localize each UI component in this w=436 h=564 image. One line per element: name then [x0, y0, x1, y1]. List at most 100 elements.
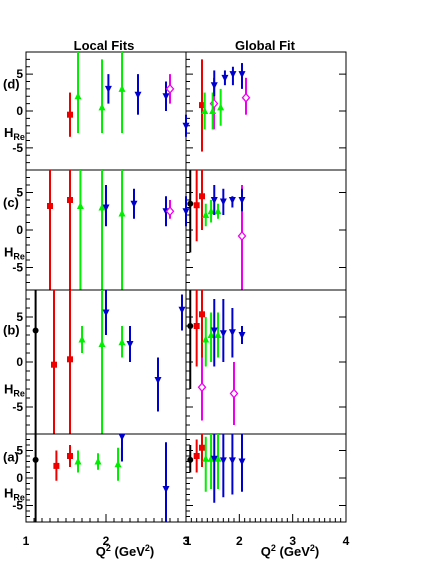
- panel-b: 5 0 -5 (b) HRe: [3, 289, 347, 435]
- y-tick-label: -5: [12, 141, 23, 155]
- x-tick-label: 4: [343, 534, 350, 548]
- y-tick-label: -5: [12, 400, 23, 414]
- global-data-point-blue: [238, 71, 246, 79]
- global-data-point-black: [187, 200, 194, 207]
- y-axis-label-sub: Re: [13, 132, 25, 142]
- y-tick-label: 5: [16, 67, 23, 81]
- local-data-point-magenta: [209, 98, 219, 109]
- local-data-point-magenta: [165, 83, 175, 94]
- panel-points: [32, 290, 246, 434]
- x-axis-label-sup2: 2: [310, 543, 315, 553]
- global-data-point-blue: [219, 457, 227, 465]
- local-data-point-green: [98, 103, 106, 111]
- global-data-point-red: [193, 202, 200, 209]
- global-data-point-green: [202, 335, 210, 343]
- global-data-point-blue: [229, 71, 237, 79]
- y-tick-label: 0: [16, 104, 23, 118]
- global-data-point-black: [187, 323, 194, 329]
- global-data-point-blue: [238, 332, 246, 339]
- panel-points: [32, 434, 246, 522]
- x-axis-label-local: Q2 (GeV2): [96, 543, 154, 559]
- global-data-point-green: [207, 454, 215, 462]
- local-data-point-blue: [182, 122, 190, 130]
- local-data-point-green: [118, 209, 126, 217]
- local-data-point-blue: [154, 377, 162, 384]
- x-tick-label: 2: [236, 534, 243, 548]
- y-tick-label: 0: [16, 223, 23, 237]
- y-tick-label: -5: [12, 261, 23, 275]
- y-tick-label: -5: [12, 499, 23, 513]
- local-data-point-green: [118, 338, 126, 346]
- local-data-point-green: [76, 202, 84, 209]
- panel-a: 5 0 -5 (a) HRe: [3, 433, 347, 523]
- panel-points: [47, 170, 247, 290]
- x-tick-label: 2: [103, 534, 110, 548]
- panel-label: (c): [3, 195, 19, 210]
- x-axis-label-sup2: 2: [145, 543, 150, 553]
- local-data-point-red: [51, 361, 57, 368]
- local-data-point-magenta: [229, 388, 239, 399]
- y-axis-label-sub: Re: [13, 251, 25, 261]
- global-data-point-green: [214, 207, 222, 215]
- local-data-point-green: [114, 460, 122, 468]
- local-data-point-blue: [118, 434, 126, 441]
- local-data-point-magenta: [165, 206, 175, 217]
- panel-c: 5 0 -5 (c) HRe: [3, 169, 347, 291]
- local-data-point-red: [53, 462, 60, 469]
- x-axis-label-main: Q: [261, 544, 271, 559]
- global-data-point-red: [199, 102, 205, 109]
- local-data-point-red: [67, 356, 73, 363]
- y-tick-label: 0: [16, 355, 23, 369]
- global-data-point-blue: [238, 458, 246, 466]
- local-data-point-green: [94, 457, 102, 465]
- global-data-point-blue: [210, 82, 218, 90]
- local-data-point-blue: [102, 309, 110, 317]
- global-data-point-red: [193, 453, 200, 459]
- local-data-point-blue: [104, 85, 112, 93]
- local-data-point-blue: [126, 341, 134, 348]
- global-data-point-black: [187, 456, 194, 463]
- local-data-point-black: [32, 327, 39, 334]
- y-axis-label-main: H: [4, 125, 13, 140]
- global-data-point-blue: [228, 329, 236, 337]
- local-data-point-blue: [102, 204, 110, 212]
- x-axis-label-tail: (GeV: [276, 544, 310, 559]
- local-data-point-green: [74, 457, 82, 465]
- global-data-point-blue: [228, 457, 236, 465]
- global-data-point-green: [214, 331, 222, 338]
- global-data-point-red: [199, 193, 205, 200]
- local-data-point-blue: [134, 91, 142, 99]
- global-data-point-blue: [219, 330, 227, 338]
- y-tick-label: 5: [16, 444, 23, 458]
- local-data-point-blue: [178, 306, 186, 314]
- y-axis-label-sub: Re: [13, 492, 25, 502]
- local-data-point-red: [67, 453, 73, 459]
- x-axis-label-main: Q: [96, 544, 106, 559]
- global-data-point-green: [201, 107, 209, 114]
- global-data-point-blue: [238, 197, 246, 204]
- panel-label: (a): [3, 449, 19, 464]
- panel-label: (d): [3, 77, 20, 92]
- global-data-point-blue: [210, 197, 218, 204]
- y-axis-label: HRe: [4, 125, 25, 142]
- local-data-point-red: [67, 111, 73, 118]
- x-axis-label-close: ): [315, 544, 319, 559]
- global-data-point-blue: [221, 74, 229, 82]
- panel-d: 5 0 -5 (d) HRe: [3, 51, 347, 171]
- y-axis-label-main: H: [4, 382, 13, 397]
- global-data-point-green: [209, 107, 217, 114]
- x-tick-label: 3: [183, 534, 190, 548]
- column-title-local: Local Fits: [74, 38, 135, 53]
- local-data-point-magenta: [241, 92, 251, 103]
- x-tick-label: 3: [289, 534, 296, 548]
- x-axis: 1 2 31 2 3 4Q2 (GeV2) Q2 (GeV2): [23, 514, 350, 559]
- x-axis-label-sup: 2: [271, 543, 276, 553]
- y-axis-label-main: H: [4, 244, 13, 259]
- global-data-point-green: [202, 454, 210, 462]
- y-axis-label: HRe: [4, 485, 25, 502]
- x-axis-label-tail: (GeV: [111, 544, 145, 559]
- local-data-point-blue: [130, 200, 138, 208]
- global-data-point-blue: [219, 198, 227, 206]
